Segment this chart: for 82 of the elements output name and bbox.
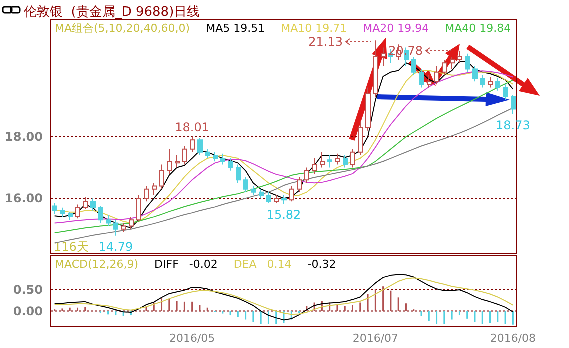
y-tick-label: 0.50	[13, 283, 43, 298]
line-series	[54, 274, 514, 321]
y-tick-label: 16.00	[5, 192, 43, 206]
candlestick	[495, 78, 500, 92]
candlestick	[144, 186, 149, 202]
chart-subtitle: MA组合(5,10,20,40,60,0)	[55, 22, 190, 35]
candlestick	[312, 158, 317, 174]
candlestick	[472, 66, 478, 82]
candlestick	[343, 154, 348, 168]
candlestick	[320, 152, 325, 168]
candlestick	[213, 152, 218, 162]
candlestick	[465, 53, 470, 73]
chart-title: MACD(12,26,9)	[55, 258, 139, 271]
candlestick	[243, 176, 248, 193]
candlestick	[381, 47, 386, 67]
x-tick-label: 2016/08	[490, 332, 536, 345]
candlestick	[90, 198, 96, 212]
candlestick	[327, 154, 332, 168]
candlestick	[259, 188, 264, 200]
candlestick	[159, 164, 164, 190]
candlestick	[236, 164, 241, 184]
candlestick	[457, 50, 462, 64]
candlestick	[60, 207, 65, 218]
candlestick	[304, 167, 309, 184]
annotation: 15.82	[266, 208, 302, 222]
candlestick	[365, 87, 371, 132]
candlestick	[480, 74, 485, 88]
candlestick	[511, 94, 516, 116]
candlestick	[167, 148, 172, 174]
candlestick	[228, 158, 233, 172]
candlestick	[419, 68, 424, 88]
text: MA10 19.71	[281, 22, 348, 35]
candlestick	[220, 153, 225, 166]
candlestick	[427, 74, 432, 88]
candlestick	[129, 216, 134, 230]
candlestick	[182, 146, 187, 166]
text: DEA 0.14	[234, 258, 292, 271]
candlestick	[442, 60, 447, 76]
text: MA20 19.94	[363, 22, 430, 35]
text: MA5 19.51	[206, 22, 266, 35]
candlestick	[335, 153, 340, 166]
candlestick	[358, 121, 363, 156]
line-series	[54, 278, 514, 316]
candlestick	[350, 148, 355, 168]
annotation: 116天	[54, 240, 89, 254]
candlestick	[98, 206, 103, 224]
series-label: DIFF -0.02	[154, 258, 218, 271]
candlestick	[281, 195, 287, 205]
candlestick	[197, 138, 203, 156]
candlestick	[411, 56, 416, 76]
candlestick	[68, 212, 73, 221]
x-tick-label: 2016/07	[352, 332, 399, 345]
candlestick	[175, 154, 180, 168]
candlestick	[373, 40, 378, 98]
annotation: -0.32	[308, 258, 336, 271]
candlestick	[488, 76, 493, 88]
annotation: 21.13	[308, 35, 343, 49]
annotation: 14.79	[98, 240, 134, 254]
candlestick	[136, 195, 141, 222]
candlestick	[289, 186, 294, 202]
candlestick	[450, 56, 455, 70]
annotation: 18.01	[175, 120, 210, 135]
y-tick-label: 18.00	[5, 130, 43, 144]
chart-title: 伦敦银 (贵金属_D 9688)日线	[24, 4, 200, 21]
y-tick-label: 0.00	[13, 304, 43, 318]
candlestick	[152, 182, 157, 196]
candlestick	[434, 66, 439, 86]
text: MA40 19.84	[445, 22, 512, 35]
x-tick-label: 2016/05	[169, 332, 216, 345]
candlestick	[274, 195, 279, 204]
candlestick	[121, 222, 126, 233]
candlestick	[190, 136, 195, 153]
candlestick	[503, 84, 508, 101]
candlestick	[52, 202, 57, 214]
candlestick	[205, 148, 210, 160]
candlestick	[83, 196, 88, 210]
candlestick	[251, 186, 256, 196]
candlestick	[113, 220, 118, 236]
candlestick	[106, 215, 111, 227]
candlestick	[266, 192, 271, 204]
candlestick	[75, 204, 80, 220]
candlestick	[297, 176, 302, 193]
